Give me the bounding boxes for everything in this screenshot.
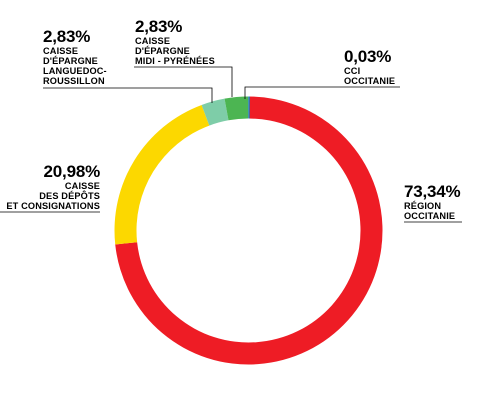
slices-group <box>114 96 383 365</box>
slice-name-cci: CCI OCCITANIE <box>344 66 396 87</box>
leader-line-cci <box>244 86 400 99</box>
slice-ce-languedoc <box>201 98 229 126</box>
leader-line-ce-lr <box>43 87 213 103</box>
label-cci: 0,03% CCI OCCITANIE <box>344 47 396 87</box>
slice-name-region: RÉGION OCCITANIE <box>404 201 456 222</box>
label-ce-midi: 2,83% CAISSE D'ÉPARGNE MIDI - PYRÉNÉES <box>135 17 215 67</box>
slice-value-cci: 0,03% <box>344 47 392 66</box>
slice-name-ce-midi: CAISSE D'ÉPARGNE MIDI - PYRÉNÉES <box>135 36 215 67</box>
leader-line-ce-mp <box>134 66 233 97</box>
slice-value-cdc: 20,98% <box>43 162 101 181</box>
slice-caisse-des-depots <box>114 104 210 245</box>
leader-lines-group <box>0 66 462 223</box>
slice-value-ce-languedoc: 2,83% <box>43 27 91 46</box>
label-ce-languedoc: 2,83% CAISSE D'ÉPARGNE LANGUEDOC- ROUSSI… <box>43 27 107 87</box>
slice-ce-midi-pyrenees <box>224 96 249 121</box>
slice-name-cdc: CAISSE DES DÉPÔTS ET CONSIGNATIONS <box>6 181 100 212</box>
slice-value-region: 73,34% <box>404 182 461 201</box>
slice-name-ce-languedoc: CAISSE D'ÉPARGNE LANGUEDOC- ROUSSILLON <box>43 46 107 87</box>
slice-cci-occitanie <box>248 96 250 119</box>
label-cdc: 20,98% CAISSE DES DÉPÔTS ET CONSIGNATION… <box>0 162 101 212</box>
slice-value-ce-midi: 2,83% <box>135 17 183 36</box>
label-region: 73,34% RÉGION OCCITANIE <box>404 182 461 222</box>
